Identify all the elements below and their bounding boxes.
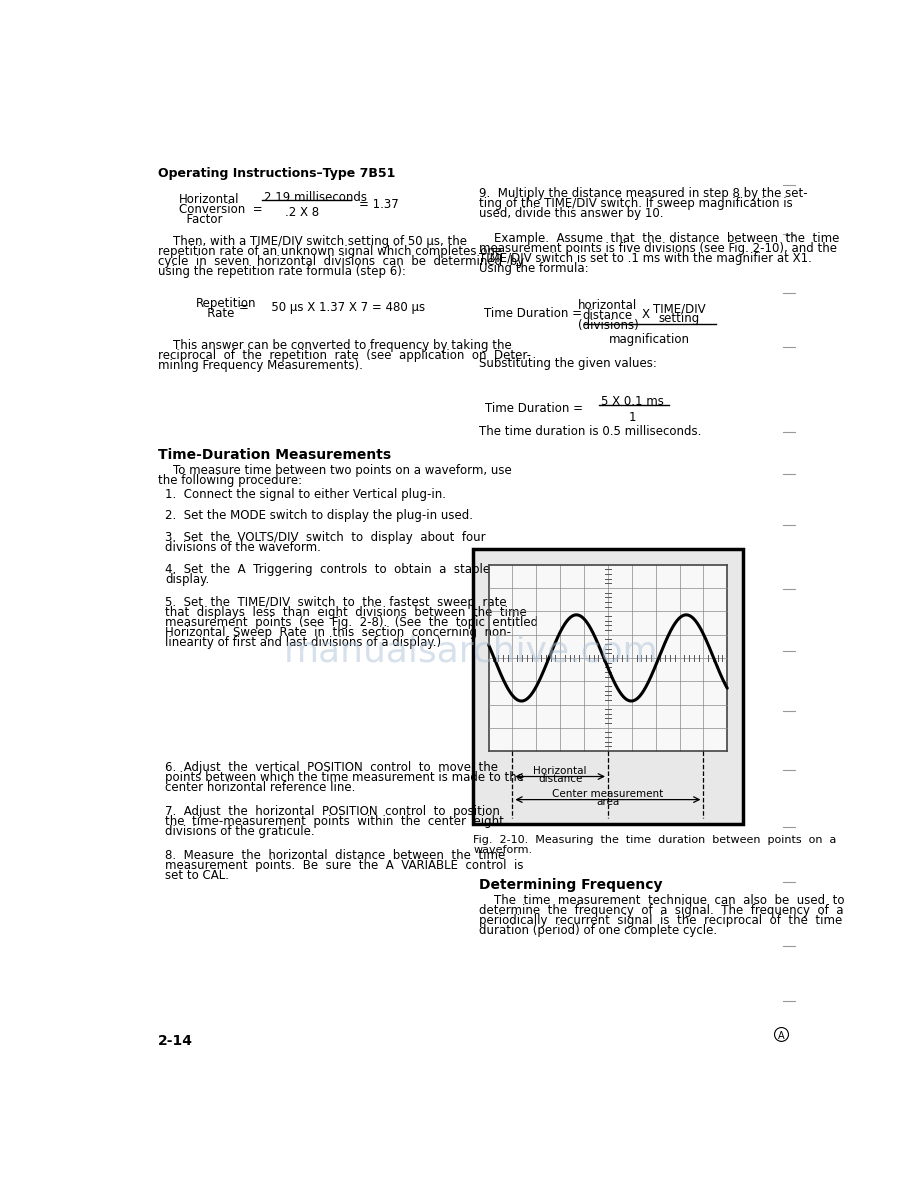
Text: Rate: Rate	[196, 307, 234, 320]
Text: 3.  Set  the  VOLTS/DIV  switch  to  display  about  four: 3. Set the VOLTS/DIV switch to display a…	[165, 531, 485, 544]
Text: display.: display.	[165, 574, 210, 587]
Text: Center measurement: Center measurement	[551, 789, 663, 798]
Text: Example.  Assume  that  the  distance  between  the  time: Example. Assume that the distance betwee…	[479, 232, 839, 245]
Text: waveform.: waveform.	[472, 845, 531, 856]
Text: Determining Frequency: Determining Frequency	[479, 878, 662, 892]
Text: divisions of the graticule.: divisions of the graticule.	[165, 825, 314, 838]
Text: determine  the  frequency  of  a  signal.  The  frequency  of  a: determine the frequency of a signal. The…	[479, 903, 843, 916]
Text: 8.  Measure  the  horizontal  distance  between  the  time: 8. Measure the horizontal distance betwe…	[165, 848, 505, 862]
Text: setting: setting	[658, 312, 699, 325]
Text: = 1.37: = 1.37	[358, 199, 399, 212]
Text: (divisions): (divisions)	[577, 319, 638, 332]
Text: 4.  Set  the  A  Triggering  controls  to  obtain  a  stable: 4. Set the A Triggering controls to obta…	[165, 563, 490, 576]
Text: Time Duration =: Time Duration =	[485, 401, 583, 414]
Text: the following procedure:: the following procedure:	[157, 474, 301, 487]
Text: Horizontal: Horizontal	[533, 765, 586, 776]
Text: the  time-measurement  points  within  the  center  eight: the time-measurement points within the c…	[165, 815, 504, 828]
Text: Repetition: Repetition	[196, 296, 256, 309]
Text: =      50 μs X 1.37 X 7 = 480 μs: = 50 μs X 1.37 X 7 = 480 μs	[239, 301, 425, 314]
Text: duration (period) of one complete cycle.: duration (period) of one complete cycle.	[479, 923, 717, 937]
Text: 2.  Set the MODE switch to display the plug-in used.: 2. Set the MODE switch to display the pl…	[165, 509, 473, 522]
Text: linearity of first and last divisions of a display.): linearity of first and last divisions of…	[165, 635, 441, 649]
Text: To measure time between two points on a waveform, use: To measure time between two points on a …	[157, 464, 511, 477]
Text: Horizontal: Horizontal	[178, 193, 239, 206]
Text: that  displays  less  than  eight  divisions  between  the  time: that displays less than eight divisions …	[165, 606, 527, 619]
Text: measurement  points  (see  Fig.  2-8).  (See  the  topic  entitled: measurement points (see Fig. 2-8). (See …	[165, 615, 538, 628]
Text: 2-14: 2-14	[157, 1034, 192, 1048]
Text: This answer can be converted to frequency by taking the: This answer can be converted to frequenc…	[157, 339, 511, 352]
Text: mining Frequency Measurements).: mining Frequency Measurements).	[157, 359, 362, 372]
Text: 5.  Set  the  TIME/DIV  switch  to  the  fastest  sweep  rate: 5. Set the TIME/DIV switch to the fastes…	[165, 595, 506, 608]
Text: measurement points is five divisions (see Fig. 2-10), and the: measurement points is five divisions (se…	[479, 242, 836, 255]
Text: set to CAL.: set to CAL.	[165, 869, 229, 882]
Text: The  time  measurement  technique  can  also  be  used  to: The time measurement technique can also …	[479, 894, 844, 907]
Text: Fig.  2-10.  Measuring  the  time  duration  between  points  on  a: Fig. 2-10. Measuring the time duration b…	[472, 835, 835, 845]
Text: Substituting the given values:: Substituting the given values:	[479, 357, 656, 370]
Text: distance: distance	[583, 309, 632, 322]
Text: TIME/DIV switch is set to .1 ms with the magnifier at X1.: TIME/DIV switch is set to .1 ms with the…	[479, 252, 811, 265]
Text: The time duration is 0.5 milliseconds.: The time duration is 0.5 milliseconds.	[479, 425, 701, 438]
Text: 1: 1	[629, 411, 636, 424]
Text: ting of the TIME/DIV switch. If sweep magnification is: ting of the TIME/DIV switch. If sweep ma…	[479, 198, 792, 211]
Text: repetition rate of an unknown signal which completes one: repetition rate of an unknown signal whi…	[157, 245, 501, 258]
Text: Operating Instructions–Type 7B51: Operating Instructions–Type 7B51	[157, 168, 394, 181]
Text: magnification: magnification	[608, 333, 689, 346]
Text: Factor: Factor	[178, 213, 221, 226]
Text: Horizontal  Sweep  Rate  in  this  section  concerning  non-: Horizontal Sweep Rate in this section co…	[165, 626, 511, 639]
Text: distance: distance	[538, 775, 582, 784]
Text: reciprocal  of  the  repetition  rate  (see  application  on  Deter-: reciprocal of the repetition rate (see a…	[157, 349, 530, 362]
Text: divisions of the waveform.: divisions of the waveform.	[165, 541, 321, 553]
Bar	[472, 550, 742, 825]
Text: .2 X 8: .2 X 8	[285, 206, 319, 219]
Text: using the repetition rate formula (step 6):: using the repetition rate formula (step …	[157, 265, 405, 278]
Text: Conversion  =: Conversion =	[178, 202, 262, 215]
Text: TIME/DIV: TIME/DIV	[652, 302, 705, 315]
Text: 7.  Adjust  the  horizontal  POSITION  control  to  position: 7. Adjust the horizontal POSITION contro…	[165, 804, 500, 818]
Text: center horizontal reference line.: center horizontal reference line.	[165, 781, 356, 794]
Text: Time-Duration Measurements: Time-Duration Measurements	[157, 447, 391, 462]
Text: 2.19 milliseconds: 2.19 milliseconds	[264, 190, 367, 203]
Text: 9.  Multiply the distance measured in step 8 by the set-: 9. Multiply the distance measured in ste…	[479, 188, 807, 200]
Text: used, divide this answer by 10.: used, divide this answer by 10.	[479, 207, 663, 220]
Text: X: X	[641, 308, 649, 321]
Bar	[488, 565, 726, 751]
Text: 5 X 0.1 ms: 5 X 0.1 ms	[601, 395, 664, 408]
Text: Using the formula:: Using the formula:	[479, 262, 588, 275]
Text: horizontal: horizontal	[578, 299, 637, 312]
Text: A: A	[777, 1031, 784, 1040]
Text: periodically  recurrent  signal  is  the  reciprocal  of  the  time: periodically recurrent signal is the rec…	[479, 914, 842, 927]
Text: measurement  points.  Be  sure  the  A  VARIABLE  control  is: measurement points. Be sure the A VARIAB…	[165, 859, 523, 872]
Text: Time Duration =: Time Duration =	[483, 307, 582, 320]
Text: area: area	[596, 797, 618, 807]
Text: points between which the time measurement is made to the: points between which the time measuremen…	[165, 771, 524, 784]
Text: 6.  Adjust  the  vertical  POSITION  control  to  move  the: 6. Adjust the vertical POSITION control …	[165, 762, 498, 775]
Text: manualsarchive.com: manualsarchive.com	[284, 634, 658, 668]
Text: cycle  in  seven  horizontal  divisions  can  be  determined  by: cycle in seven horizontal divisions can …	[157, 255, 523, 268]
Text: Then, with a TIME/DIV switch setting of 50 μs, the: Then, with a TIME/DIV switch setting of …	[157, 236, 466, 249]
Text: 1.  Connect the signal to either Vertical plug-in.: 1. Connect the signal to either Vertical…	[165, 488, 446, 501]
